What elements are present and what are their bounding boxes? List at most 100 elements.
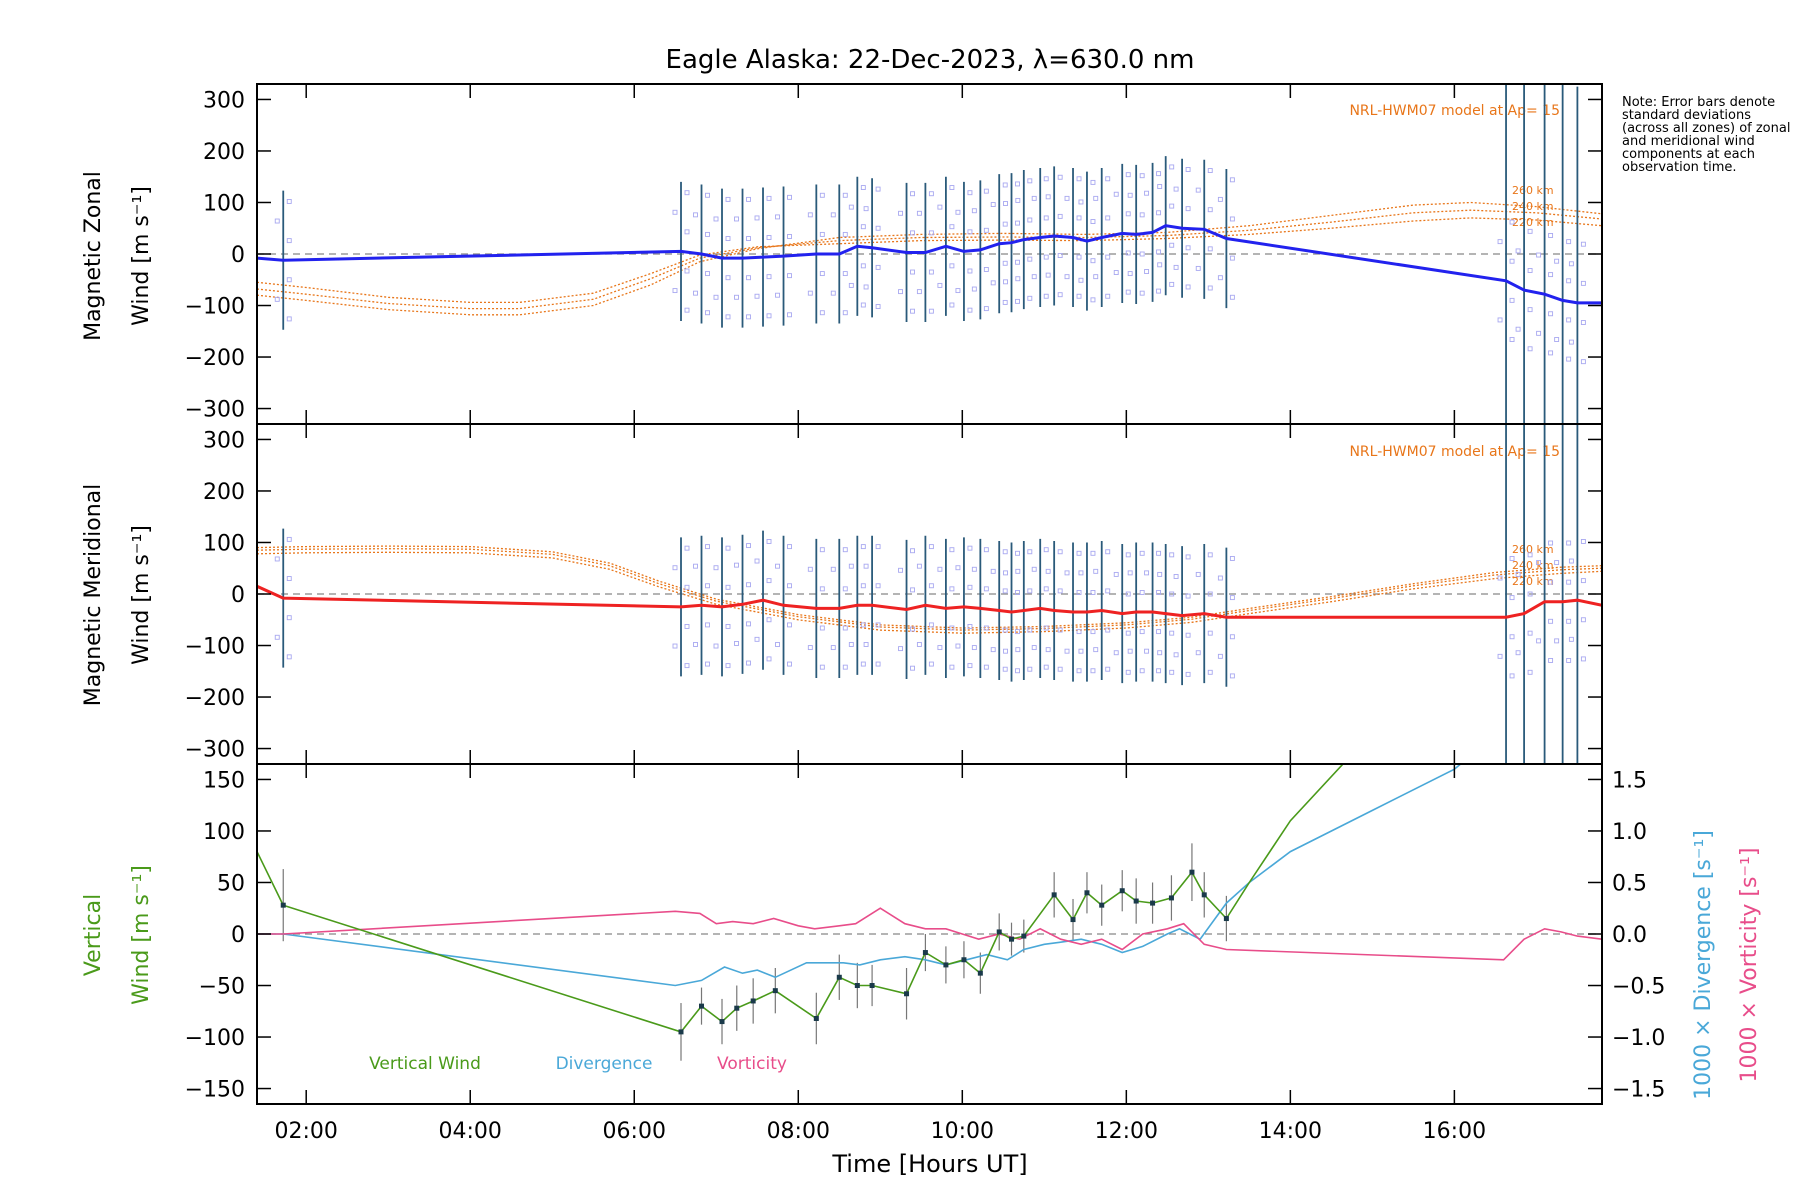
meridional-scatter-point — [1509, 556, 1515, 561]
zonal-scatter-point — [693, 290, 698, 296]
zonal-scatter-point — [1027, 295, 1033, 301]
zonal-model-curve — [257, 201, 1602, 316]
zonal-scatter-point — [1015, 181, 1020, 187]
meridional-scatter-point — [1173, 652, 1179, 658]
meridional-scatter-point — [725, 663, 731, 669]
zonal-scatter-point — [928, 269, 934, 275]
meridional-scatter-point — [787, 661, 792, 667]
zonal-scatter-point — [1043, 293, 1049, 299]
vertical-ylabel-line1: Vertical — [81, 894, 106, 976]
meridional-scatter-point — [775, 563, 780, 569]
meridional-scatter-point — [1105, 588, 1111, 594]
zonal-scatter-point — [1003, 201, 1008, 206]
meridional-scatter-point — [937, 645, 943, 651]
meridional-scatter-point — [1057, 627, 1063, 633]
meridional-scatter-point — [842, 547, 848, 553]
zonal-scatter-point — [1144, 269, 1150, 274]
meridional-scatter-point — [860, 622, 866, 628]
zonal-scatter-point — [1002, 260, 1008, 266]
meridional-scatter-point — [1090, 668, 1096, 674]
meridional-scatter-point — [983, 586, 989, 592]
y-tick-label: 0 — [231, 923, 245, 948]
zonal-scatter-point — [1568, 339, 1574, 345]
zonal-scatter-point — [684, 307, 690, 313]
meridional-scatter-point — [863, 642, 869, 647]
zonal-scatter-point — [1554, 258, 1560, 264]
meridional-scatter-point — [928, 544, 934, 550]
meridional-scatter-point — [1568, 636, 1574, 642]
meridional-scatter-point — [1548, 658, 1554, 663]
zonal-scatter-point — [1105, 176, 1111, 182]
meridional-scatter-point — [1105, 549, 1111, 555]
zonal-scatter-point — [1173, 186, 1179, 192]
vertical-wind-point — [750, 998, 756, 1004]
zonal-scatter-point — [1229, 294, 1235, 300]
zonal-scatter-point — [1515, 326, 1521, 332]
meridional-scatter-point — [1207, 552, 1213, 558]
vertical-wind-point — [1133, 898, 1139, 904]
meridional-scatter-point — [1043, 586, 1049, 592]
vertical-wind-point — [719, 1019, 725, 1025]
zonal-scatter-point — [875, 264, 881, 270]
zonal-scatter-point — [1076, 176, 1082, 182]
zonal-scatter-point — [746, 275, 751, 281]
right-y-tick-label: 1.5 — [1612, 768, 1647, 793]
meridional-scatter-point — [1580, 578, 1586, 584]
right-y-tick-label: −0.5 — [1612, 975, 1665, 1000]
meridional-ylabel: Magnetic Meridional Wind [m s⁻¹] — [81, 484, 154, 706]
zonal-scatter-point — [1169, 203, 1175, 209]
x-tick-label: 04:00 — [439, 1119, 502, 1144]
zonal-scatter-point — [983, 306, 989, 312]
meridional-scatter-point — [1078, 648, 1084, 654]
y-tick-label: −100 — [185, 1026, 245, 1051]
zonal-scatter-point — [1064, 195, 1070, 201]
zonal-scatter-point — [1057, 213, 1063, 219]
meridional-scatter-point — [1078, 570, 1084, 576]
zonal-scatter-point — [967, 229, 973, 235]
zonal-scatter-point — [1185, 284, 1191, 290]
zonal-scatter-point — [713, 294, 719, 300]
y-tick-label: −300 — [185, 398, 245, 423]
zonal-scatter-point — [1195, 187, 1201, 193]
meridional-scatter-point — [1057, 588, 1063, 594]
zonal-scatter-point — [1185, 206, 1191, 212]
meridional-scatter-point — [274, 634, 280, 640]
zonal-scatter-point — [1064, 274, 1070, 280]
vertical-wind-point — [734, 1005, 740, 1011]
zonal-scatter-point — [990, 280, 996, 286]
zonal-scatter-point — [1548, 350, 1554, 356]
zonal-alt-220: 220 km — [1512, 216, 1554, 229]
zonal-scatter-point — [1207, 285, 1213, 291]
vertical-wind-point — [280, 902, 286, 908]
x-tick-label: 10:00 — [931, 1119, 994, 1144]
zonal-scatter-point — [1078, 199, 1084, 205]
zonal-scatter-point — [1045, 272, 1051, 278]
meridional-scatter-point — [1015, 629, 1020, 635]
zonal-scatter-point — [1057, 253, 1063, 258]
zonal-scatter-point — [1217, 275, 1223, 281]
meridional-scatter-point — [684, 545, 690, 551]
meridional-scatter-point — [693, 563, 698, 569]
meridional-scatter-point — [1015, 550, 1020, 556]
zonal-scatter-point — [1497, 239, 1503, 245]
zonal-scatter-point — [1169, 281, 1175, 287]
meridional-plot-area — [257, 424, 1602, 764]
zonal-scatter-point — [1217, 196, 1223, 202]
meridional-scatter-point — [1031, 566, 1037, 572]
right-y-tick-label: 0.5 — [1612, 871, 1647, 896]
zonal-scatter-point — [983, 188, 989, 194]
vertical-wind-point — [1168, 895, 1174, 901]
meridional-scatter-point — [1156, 629, 1162, 635]
vertical-ylabel-line2: Wind [m s⁻¹] — [129, 865, 154, 1005]
meridional-scatter-point — [1515, 571, 1521, 577]
meridional-scatter-point — [775, 642, 780, 647]
zonal-ylabel-line2: Wind [m s⁻¹] — [129, 186, 154, 326]
zonal-scatter-point — [1125, 289, 1131, 295]
meridional-model-curve — [257, 548, 1602, 631]
zonal-scatter-point — [1207, 207, 1213, 213]
zonal-scatter-point — [807, 212, 813, 218]
vertical-wind-point — [1070, 917, 1076, 923]
meridional-scatter-point — [1064, 570, 1070, 576]
panel-zonal: −300 −200 −100 0 100 200 300 — [185, 83, 1603, 425]
vertical-wind-point — [1201, 892, 1207, 898]
